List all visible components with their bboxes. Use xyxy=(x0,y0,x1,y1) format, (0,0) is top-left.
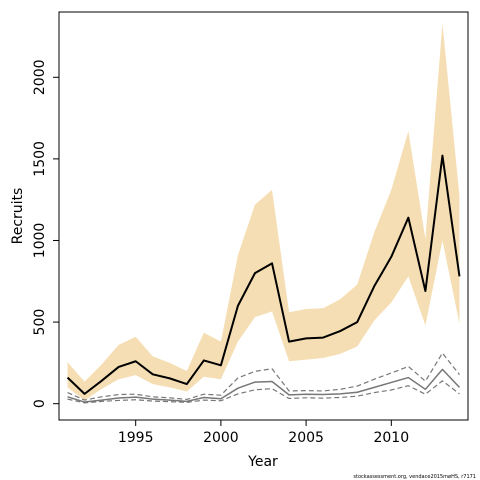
confidence-band xyxy=(67,23,460,401)
plot-frame xyxy=(58,11,469,421)
y-tick-label-0: 0 xyxy=(32,399,48,408)
y-tick-label-500: 500 xyxy=(32,309,48,336)
y-axis: 0 500 1000 1500 2000 xyxy=(32,59,59,408)
y-tick-label-1500: 1500 xyxy=(32,141,48,177)
x-axis-title: Year xyxy=(247,454,278,470)
x-tick-label-2005: 2005 xyxy=(288,430,324,446)
secondary-estimate-line xyxy=(67,368,461,403)
y-axis-title: Recruits xyxy=(10,188,26,245)
y-tick-label-1000: 1000 xyxy=(32,223,48,259)
footnote: stockassessment.org, vendace2015møHS, r7… xyxy=(353,474,476,480)
x-axis: 1995 2000 2005 2010 xyxy=(118,420,409,446)
x-tick-label-1995: 1995 xyxy=(118,430,154,446)
secondary-upper-line xyxy=(67,352,460,401)
x-tick-label-2010: 2010 xyxy=(373,430,409,446)
plot-layer xyxy=(66,23,461,404)
y-tick-label-2000: 2000 xyxy=(32,59,48,95)
recruits-estimate-line xyxy=(66,154,461,395)
x-tick-label-2000: 2000 xyxy=(203,430,239,446)
secondary-lower-line xyxy=(67,380,460,404)
